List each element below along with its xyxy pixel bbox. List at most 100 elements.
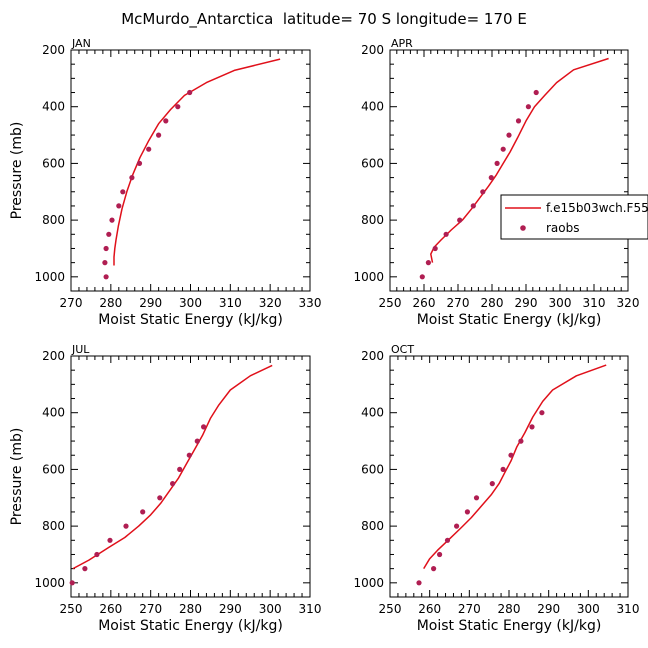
- x-tick-label-oct: 310: [617, 602, 640, 616]
- obs-point-apr: [480, 189, 486, 195]
- y-tick-label-oct: 600: [361, 462, 384, 476]
- obs-point-jan: [103, 274, 109, 280]
- obs-point-apr: [470, 203, 476, 209]
- obs-point-apr: [419, 274, 425, 280]
- plot-frame-apr: [389, 49, 629, 292]
- y-tick-label-jan: 800: [42, 213, 65, 227]
- obs-point-oct: [539, 410, 545, 416]
- obs-point-jan: [116, 203, 122, 209]
- panel-jan: 270 280 290 300 310 320 330 200 400 600 800 1000 JAN…: [9, 37, 321, 328]
- model-line-jan: [113, 58, 281, 266]
- y-tick-label-apr: 200: [361, 43, 384, 57]
- x-tick-label-jan: 320: [259, 296, 282, 310]
- x-tick-label-apr: 280: [481, 296, 504, 310]
- x-tick-label-apr: 320: [617, 296, 640, 310]
- obs-point-jan: [187, 89, 193, 96]
- legend-obs-label: raobs: [546, 221, 580, 235]
- y-axis-label-jan: Pressure (mb): [9, 122, 25, 220]
- y-tick-label-jan: 1000: [34, 270, 65, 284]
- obs-point-jan: [136, 160, 143, 166]
- obs-point-apr: [443, 231, 449, 237]
- panel-title-jul: JUL: [71, 343, 90, 356]
- obs-point-jul: [177, 466, 183, 472]
- obs-point-oct: [416, 580, 422, 586]
- panel-oct: 250 260 270 280 290 300 310 200 400 600 800 1000 OCT…: [353, 343, 639, 634]
- x-tick-label-jul: 290: [219, 602, 242, 616]
- x-tick-label-jul: 280: [179, 602, 202, 616]
- x-tick-label-jan: 270: [60, 296, 83, 310]
- obs-point-apr: [488, 175, 494, 181]
- obs-point-jul: [170, 481, 176, 487]
- figure-title: McMurdo_Antarctica latitude= 70 S longit…: [121, 10, 527, 29]
- x-tick-label-apr: 310: [583, 296, 606, 310]
- x-tick-label-jan: 290: [139, 296, 162, 310]
- obs-point-oct: [500, 466, 506, 472]
- panel-title-apr: APR: [391, 37, 413, 50]
- obs-point-apr: [515, 118, 522, 124]
- plot-frame-jul: [70, 355, 311, 598]
- x-tick-label-oct: 270: [458, 602, 481, 616]
- obs-point-oct: [454, 523, 460, 529]
- panel-apr: 250 260 270 280 290 300 310 320 200 400 600 800 1000…: [353, 37, 639, 328]
- obs-point-jul: [186, 452, 192, 458]
- obs-point-jan: [120, 189, 126, 195]
- x-tick-label-jan: 310: [219, 296, 242, 310]
- obs-point-oct: [473, 495, 480, 501]
- model-line-apr: [430, 57, 609, 263]
- legend-box: [500, 194, 648, 240]
- plot-frame-jan: [70, 49, 311, 292]
- obs-point-oct: [431, 566, 437, 572]
- legend-marker-swatch: [520, 225, 526, 231]
- panel-title-jan: JAN: [71, 37, 91, 50]
- y-tick-label-oct: 1000: [353, 576, 384, 590]
- x-tick-label-oct: 280: [498, 602, 521, 616]
- x-tick-label-oct: 290: [537, 602, 560, 616]
- y-tick-label-jul: 600: [42, 462, 65, 476]
- x-tick-label-jul: 250: [60, 602, 83, 616]
- obs-point-jan: [146, 146, 152, 152]
- chart-panels: 270 280 290 300 310 320 330 200 400 600 800 1000 JAN…: [9, 37, 639, 634]
- obs-point-jan: [156, 132, 162, 138]
- x-tick-label-jul: 300: [259, 602, 282, 616]
- y-tick-label-oct: 400: [361, 406, 384, 420]
- y-tick-label-apr: 400: [361, 100, 384, 114]
- y-tick-label-jan: 200: [42, 43, 65, 57]
- panel-title-oct: OCT: [391, 343, 414, 356]
- x-tick-label-jan: 330: [299, 296, 322, 310]
- x-axis-label-jan: Moist Static Energy (kJ/kg): [98, 312, 283, 328]
- x-axis-label-apr: Moist Static Energy (kJ/kg): [417, 312, 602, 328]
- x-tick-label-apr: 290: [515, 296, 538, 310]
- obs-point-jul: [94, 551, 100, 558]
- obs-point-jul: [194, 438, 200, 444]
- obs-point-apr: [494, 160, 500, 166]
- obs-point-jan: [103, 245, 109, 252]
- obs-point-oct: [529, 424, 535, 430]
- x-axis-label-oct: Moist Static Energy (kJ/kg): [417, 618, 602, 634]
- obs-point-oct: [464, 509, 470, 515]
- legend: f.e15b03wch.F55 raobs: [500, 194, 648, 240]
- x-tick-label-oct: 250: [379, 602, 402, 616]
- legend-model-label: f.e15b03wch.F55: [546, 201, 648, 215]
- obs-point-jul: [157, 495, 163, 501]
- obs-point-jan: [106, 231, 112, 237]
- obs-point-apr: [432, 245, 438, 252]
- y-axis-label-jul: Pressure (mb): [9, 428, 25, 526]
- obs-point-jul: [107, 537, 113, 543]
- obs-point-jul: [201, 424, 207, 430]
- obs-point-apr: [506, 132, 512, 138]
- y-tick-label-jan: 400: [42, 100, 65, 114]
- y-tick-label-jul: 800: [42, 519, 65, 533]
- x-tick-label-jan: 300: [179, 296, 202, 310]
- y-tick-label-apr: 600: [361, 156, 384, 170]
- x-tick-label-jan: 280: [99, 296, 122, 310]
- obs-point-apr: [500, 146, 506, 152]
- x-tick-label-apr: 300: [549, 296, 572, 310]
- y-tick-label-apr: 800: [361, 213, 384, 227]
- obs-point-apr: [533, 89, 539, 96]
- plot-frame-oct: [389, 355, 629, 598]
- obs-point-jan: [102, 260, 108, 266]
- obs-point-apr: [457, 217, 463, 223]
- obs-point-oct: [489, 481, 495, 487]
- x-tick-label-apr: 260: [413, 296, 436, 310]
